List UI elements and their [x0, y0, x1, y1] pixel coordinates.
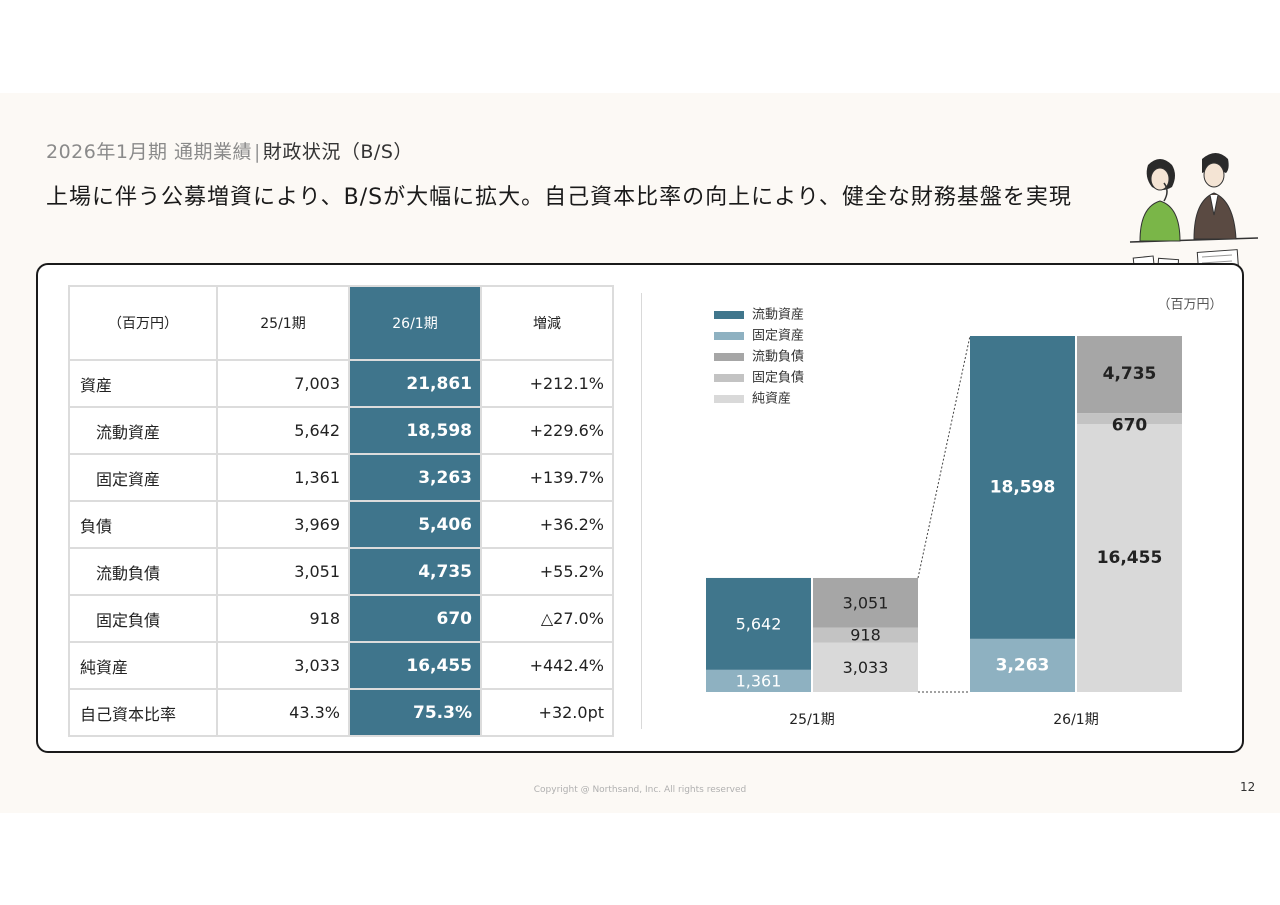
- row-label: 固定資産: [68, 453, 218, 502]
- page-number: 12: [1240, 780, 1256, 794]
- bar-segment-current-assets: [970, 336, 1075, 639]
- row-label: 純資産: [68, 641, 218, 690]
- row-change-value: +229.6%: [480, 406, 614, 455]
- row-current-value: 18,598: [348, 406, 482, 455]
- table-row: 固定負債 918 670 △27.0%: [68, 594, 614, 643]
- table-row: 流動資産 5,642 18,598 +229.6%: [68, 406, 614, 455]
- legend-label: 流動負債: [752, 350, 804, 365]
- row-label: 流動負債: [68, 547, 218, 596]
- row-label: 流動資産: [68, 406, 218, 455]
- bar-segment-current-liabilities: [813, 577, 918, 628]
- table-row: 負債 3,969 5,406 +36.2%: [68, 500, 614, 549]
- row-label: 固定負債: [68, 594, 218, 643]
- table-row: 純資産 3,033 16,455 +442.4%: [68, 641, 614, 690]
- row-prev-value: 918: [216, 594, 350, 643]
- bar-value-label: 1,361: [736, 671, 782, 690]
- table-row: 資産 7,003 21,861 +212.1%: [68, 359, 614, 408]
- bar-segment-fixed-liabilities: [1077, 413, 1182, 425]
- row-prev-value: 43.3%: [216, 688, 350, 737]
- bar-segment-fixed-liabilities: [813, 627, 918, 643]
- row-current-value: 75.3%: [348, 688, 482, 737]
- slide-subtitle: 2026年1月期 通期業績 | 財政状況（B/S）: [46, 137, 413, 164]
- legend-swatch: [714, 332, 744, 340]
- bar-value-label: 16,455: [1097, 548, 1163, 568]
- row-current-value: 5,406: [348, 500, 482, 549]
- row-change-value: +442.4%: [480, 641, 614, 690]
- table-header-row: （百万円） 25/1期 26/1期 増減: [68, 285, 614, 361]
- bar-segment-net-assets: [813, 642, 918, 692]
- bar-value-label: 18,598: [990, 477, 1056, 497]
- bar-value-label: 4,735: [1103, 364, 1157, 384]
- bar-segment-net-assets: [1077, 424, 1182, 692]
- panel-divider: [641, 293, 642, 729]
- row-change-value: +36.2%: [480, 500, 614, 549]
- row-label: 自己資本比率: [68, 688, 218, 737]
- legend-swatch: [714, 374, 744, 382]
- row-change-value: +212.1%: [480, 359, 614, 408]
- bar-value-label: 918: [850, 626, 881, 645]
- unit-label: （百万円）: [1157, 298, 1222, 313]
- row-prev-value: 3,033: [216, 641, 350, 690]
- legend-label: 固定負債: [752, 371, 804, 386]
- table-row: 固定資産 1,361 3,263 +139.7%: [68, 453, 614, 502]
- legend-label: 固定資産: [752, 328, 804, 344]
- connector-top: [917, 335, 971, 579]
- table-row: 流動負債 3,051 4,735 +55.2%: [68, 547, 614, 596]
- header-unit: （百万円）: [68, 285, 218, 361]
- bar-segment-fixed-assets: [970, 638, 1075, 692]
- legend-label: 流動資産: [752, 307, 804, 323]
- row-prev-value: 5,642: [216, 406, 350, 455]
- row-change-value: △27.0%: [480, 594, 614, 643]
- slide-headline: 上場に伴う公募増資により、B/Sが大幅に拡大。自己資本比率の向上により、健全な財…: [46, 185, 1072, 210]
- row-current-value: 21,861: [348, 359, 482, 408]
- subtitle-separator: |: [253, 141, 261, 163]
- row-label: 資産: [68, 359, 218, 408]
- row-prev-value: 3,969: [216, 500, 350, 549]
- category-label: 26/1期: [1053, 712, 1098, 728]
- row-change-value: +139.7%: [480, 453, 614, 502]
- balance-sheet-table: （百万円） 25/1期 26/1期 増減 資産 7,003 21,861 +21…: [68, 285, 614, 737]
- row-prev-value: 3,051: [216, 547, 350, 596]
- row-current-value: 3,263: [348, 453, 482, 502]
- row-prev-value: 7,003: [216, 359, 350, 408]
- row-change-value: +32.0pt: [480, 688, 614, 737]
- bar-segment-current-liabilities: [1077, 336, 1182, 414]
- header-change: 増減: [480, 285, 614, 361]
- bar-segment-current-assets: [706, 577, 811, 670]
- bar-segment-fixed-assets: [706, 669, 811, 692]
- bar-value-label: 3,051: [843, 593, 889, 612]
- legend-swatch: [714, 311, 744, 319]
- row-current-value: 4,735: [348, 547, 482, 596]
- bar-value-label: 3,033: [843, 658, 889, 677]
- table-row: 自己資本比率 43.3% 75.3% +32.0pt: [68, 688, 614, 737]
- header-prev-period: 25/1期: [216, 285, 350, 361]
- category-label: 25/1期: [789, 712, 834, 728]
- copyright: Copyright @ Northsand, Inc. All rights r…: [533, 785, 747, 795]
- bar-value-label: 5,642: [736, 614, 782, 633]
- row-current-value: 16,455: [348, 641, 482, 690]
- bar-value-label: 3,263: [996, 655, 1050, 675]
- row-label: 負債: [68, 500, 218, 549]
- header-current-period: 26/1期: [348, 285, 482, 361]
- row-prev-value: 1,361: [216, 453, 350, 502]
- legend-swatch: [714, 353, 744, 361]
- slide: 2026年1月期 通期業績 | 財政状況（B/S） 上場に伴う公募増資により、B/S…: [0, 93, 1280, 813]
- bar-value-label: 670: [1112, 416, 1148, 436]
- row-current-value: 670: [348, 594, 482, 643]
- subtitle-main: 財政状況（B/S）: [262, 141, 413, 163]
- financial-panel: （百万円） 25/1期 26/1期 増減 資産 7,003 21,861 +21…: [36, 263, 1244, 753]
- legend-swatch: [714, 395, 744, 403]
- legend-label: 純資産: [752, 391, 791, 407]
- row-change-value: +55.2%: [480, 547, 614, 596]
- subtitle-prefix: 2026年1月期 通期業績: [46, 141, 252, 163]
